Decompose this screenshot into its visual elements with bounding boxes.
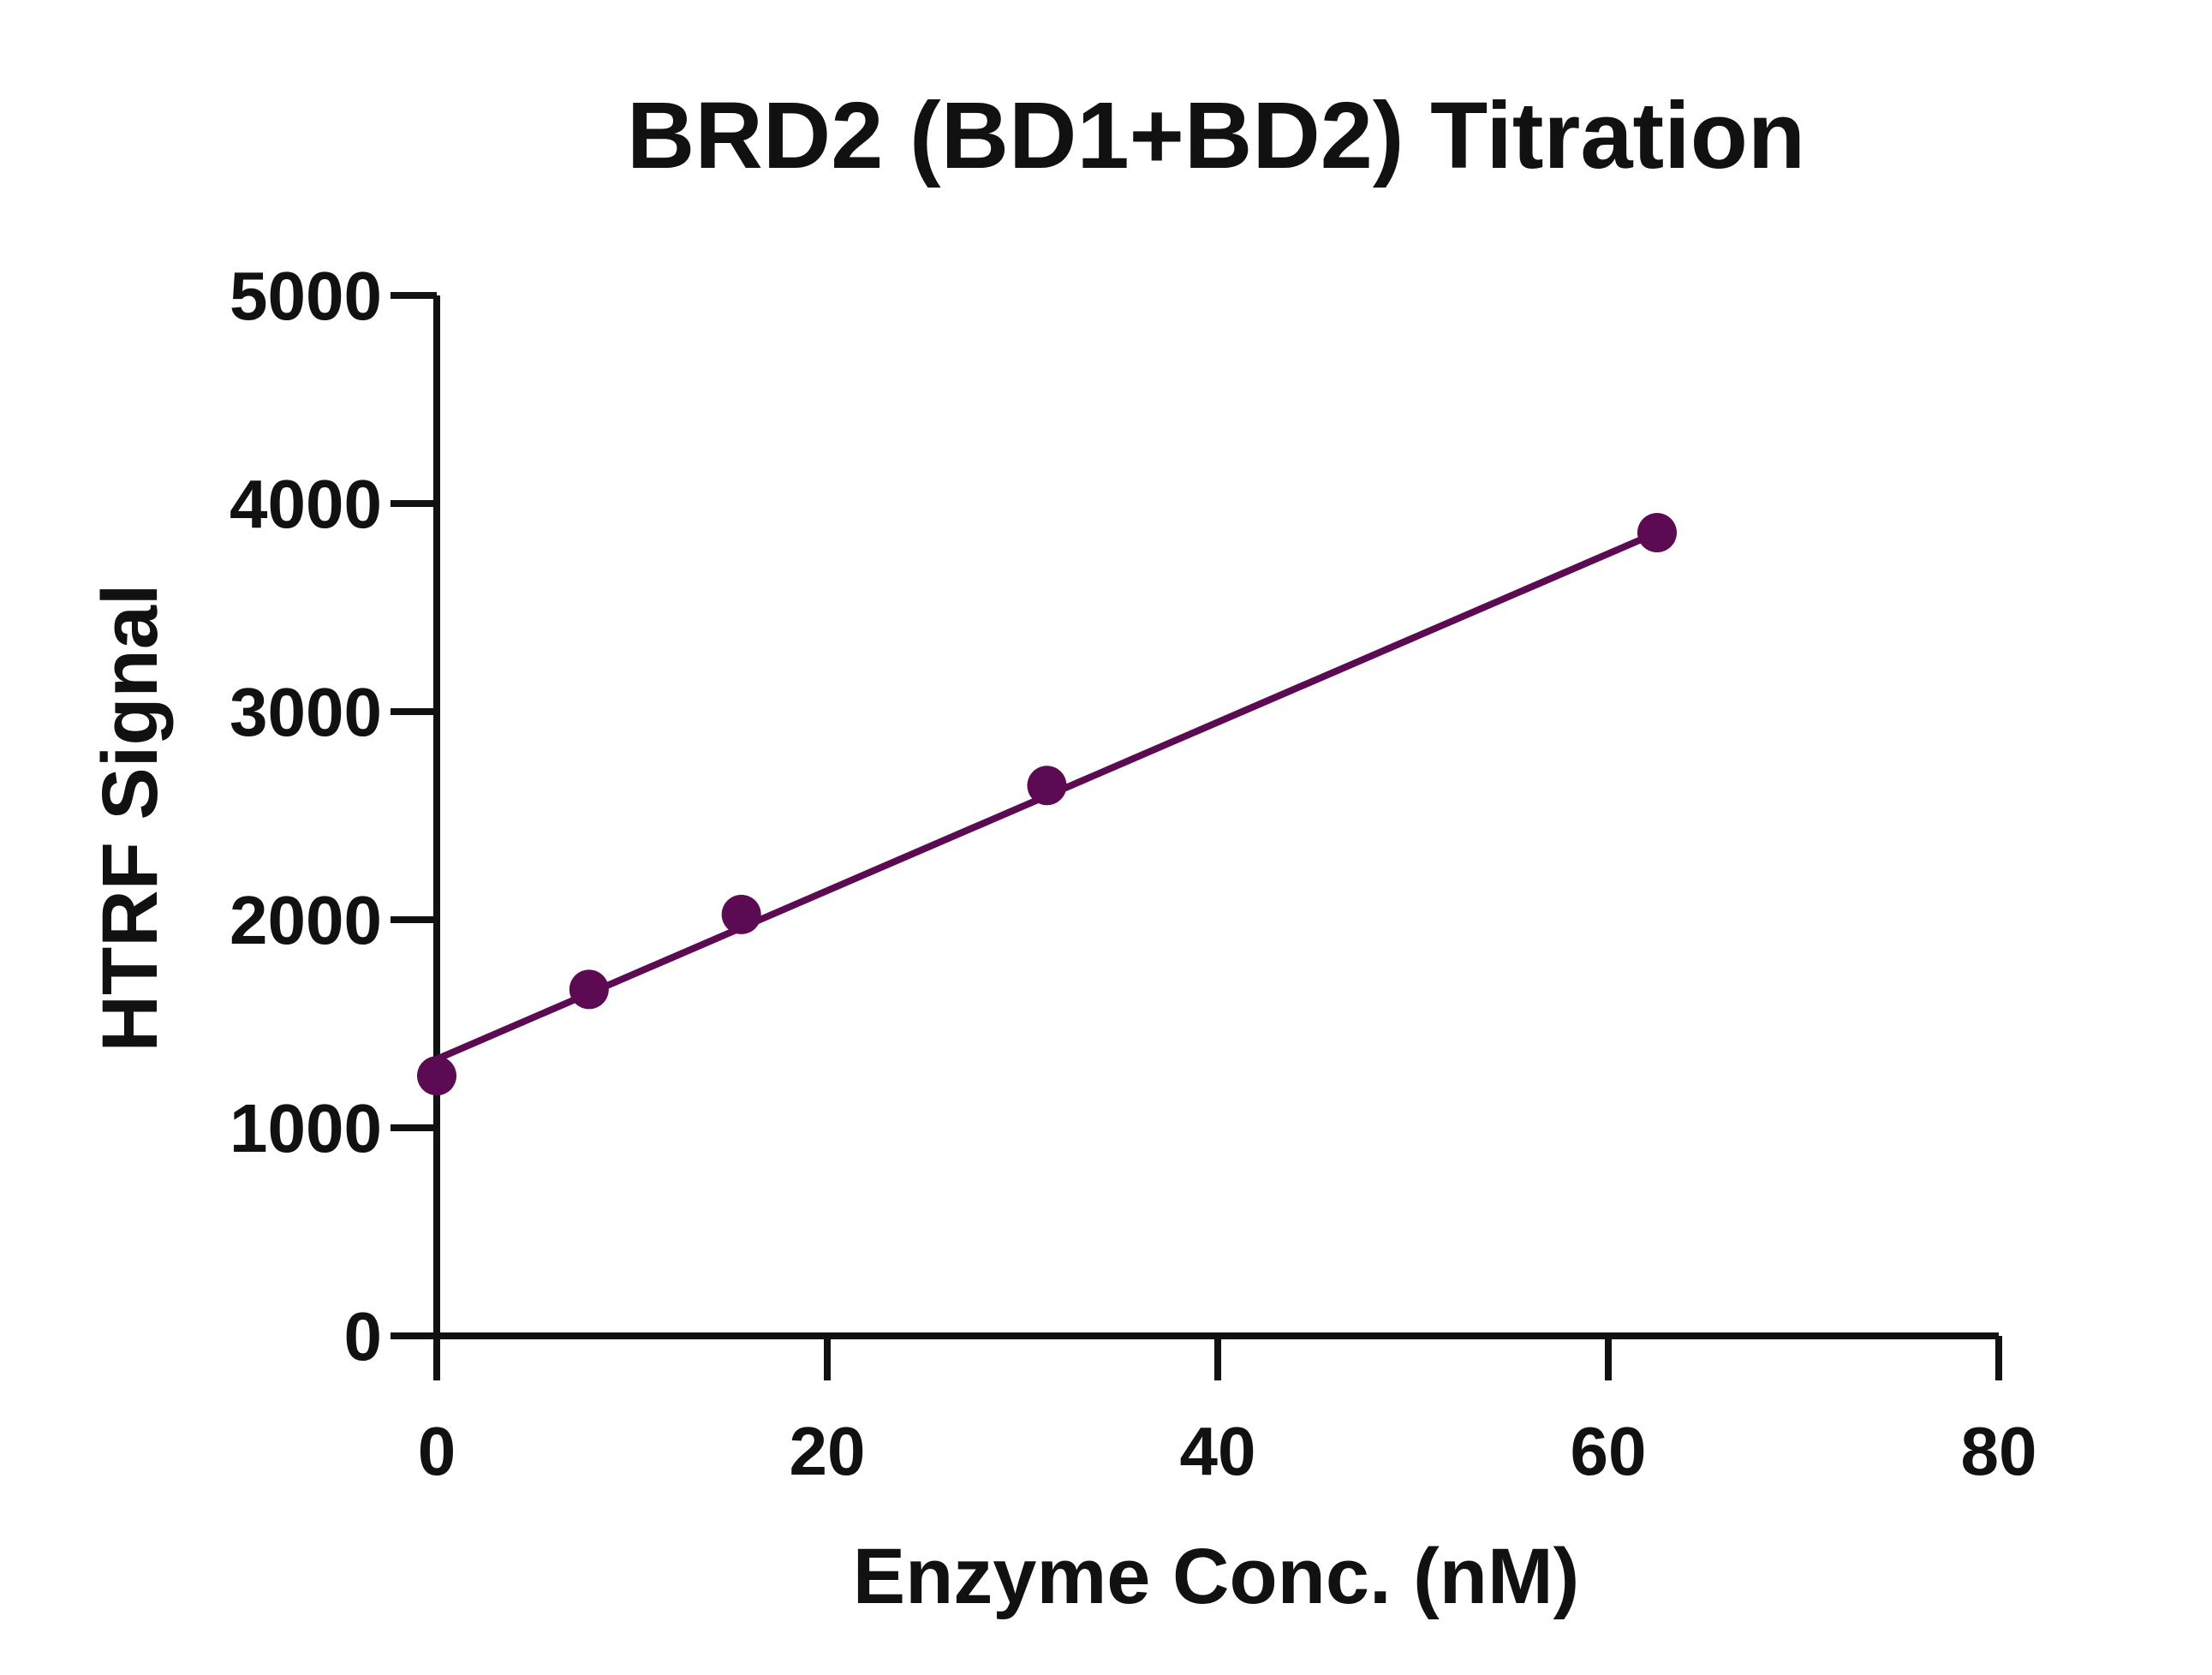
data-point bbox=[1637, 513, 1677, 553]
y-tick-label: 1000 bbox=[230, 1090, 382, 1166]
x-axis-label: Enzyme Conc. (nM) bbox=[853, 1533, 1579, 1620]
x-tick-label: 0 bbox=[418, 1413, 456, 1489]
chart-title: BRD2 (BD1+BD2) Titration bbox=[627, 83, 1805, 188]
y-axis-label: HTRF Signal bbox=[86, 584, 174, 1052]
x-tick-label: 60 bbox=[1571, 1413, 1647, 1489]
data-points bbox=[417, 513, 1677, 1096]
y-tick-label: 5000 bbox=[230, 258, 382, 334]
data-point bbox=[569, 969, 609, 1010]
data-point bbox=[721, 894, 761, 934]
y-tick-label: 3000 bbox=[230, 674, 382, 750]
y-axis-ticks: 0 1000 2000 3000 4000 5000 bbox=[230, 258, 437, 1374]
y-tick-label: 0 bbox=[344, 1298, 383, 1374]
x-tick-label: 40 bbox=[1180, 1413, 1256, 1489]
x-tick-label: 80 bbox=[1961, 1413, 2037, 1489]
y-tick-label: 2000 bbox=[230, 882, 382, 958]
y-tick-label: 4000 bbox=[230, 466, 382, 542]
x-tick-label: 20 bbox=[790, 1413, 866, 1489]
data-point bbox=[417, 1056, 456, 1096]
x-axis-ticks: 0 20 40 60 80 bbox=[418, 1336, 2037, 1489]
data-point bbox=[1027, 766, 1067, 806]
